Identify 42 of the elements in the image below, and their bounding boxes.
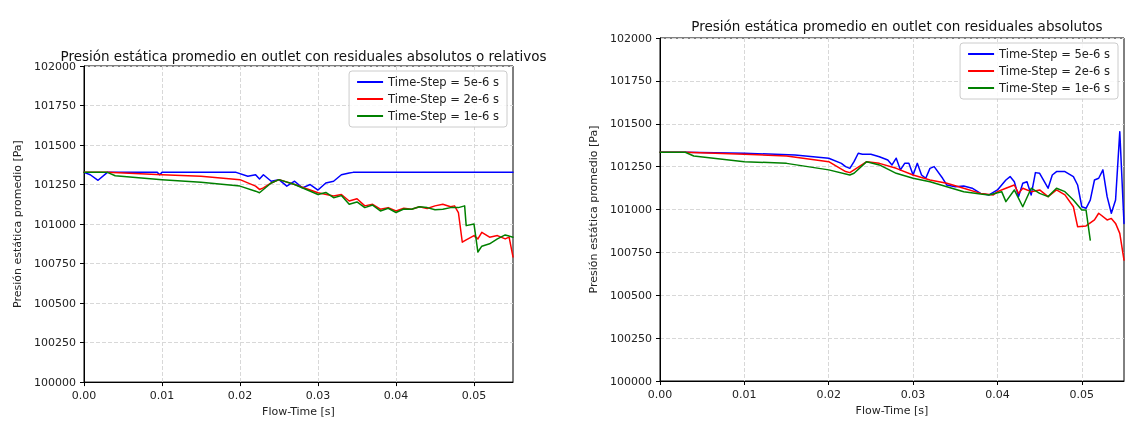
x-tick-label: 0.05: [1069, 388, 1095, 401]
line-series: [83, 171, 514, 191]
y-tick-label: 101250: [610, 160, 652, 174]
x-tick-label: 0.00: [647, 388, 673, 401]
x-tick-label: 0.03: [305, 389, 331, 403]
legend-label: Time-Step = 5e-6 s: [998, 47, 1111, 61]
y-tick-label: 100250: [610, 331, 652, 345]
chart-title: Presión estática promedio en outlet con residuales absolutos: [691, 18, 1103, 34]
y-tick-label: 100000: [34, 375, 76, 389]
x-tick-label: 0.02: [227, 389, 253, 403]
y-tick-label: 101000: [34, 217, 76, 231]
y-axis-title: Presión estática promedio [Pa]: [587, 125, 601, 294]
y-tick-label: 101500: [34, 138, 76, 152]
x-tick-label: 0.05: [461, 389, 487, 403]
x-tick-label: 0.01: [149, 389, 175, 403]
y-tick-label: 100500: [34, 296, 76, 310]
legend-label: Time-Step = 1e-6 s: [998, 81, 1111, 95]
y-tick-label: 102000: [610, 31, 652, 45]
y-tick-label: 100250: [34, 336, 76, 350]
y-tick-label: 101750: [610, 74, 652, 88]
legend-label: Time-Step = 5e-6 s: [387, 75, 500, 89]
legend-label: Time-Step = 2e-6 s: [387, 92, 500, 106]
legend-label: Time-Step = 2e-6 s: [998, 64, 1111, 78]
y-tick-label: 100000: [610, 374, 652, 388]
x-axis-title: Flow-Time [s]: [262, 405, 335, 418]
y-tick-label: 101250: [34, 178, 76, 192]
x-tick-label: 0.04: [383, 389, 409, 403]
y-tick-label: 101750: [34, 99, 76, 113]
y-tick-label: 101000: [610, 203, 652, 216]
y-tick-label: 100500: [610, 288, 652, 302]
x-tick-label: 0.03: [900, 388, 926, 401]
y-axis-title: Presión estática promedio [Pa]: [11, 140, 25, 308]
x-tick-label: 0.00: [71, 389, 97, 403]
line-series: [659, 151, 1091, 241]
x-axis-title: Flow-Time [s]: [855, 403, 929, 417]
x-tick-label: 0.01: [732, 388, 757, 401]
x-tick-label: 0.04: [985, 388, 1010, 401]
x-tick-label: 0.02: [816, 388, 841, 401]
y-tick-label: 100750: [34, 257, 76, 271]
legend-label: Time-Step = 1e-6 s: [387, 109, 500, 123]
y-tick-label: 101500: [610, 117, 652, 131]
y-tick-label: 100750: [610, 245, 652, 259]
